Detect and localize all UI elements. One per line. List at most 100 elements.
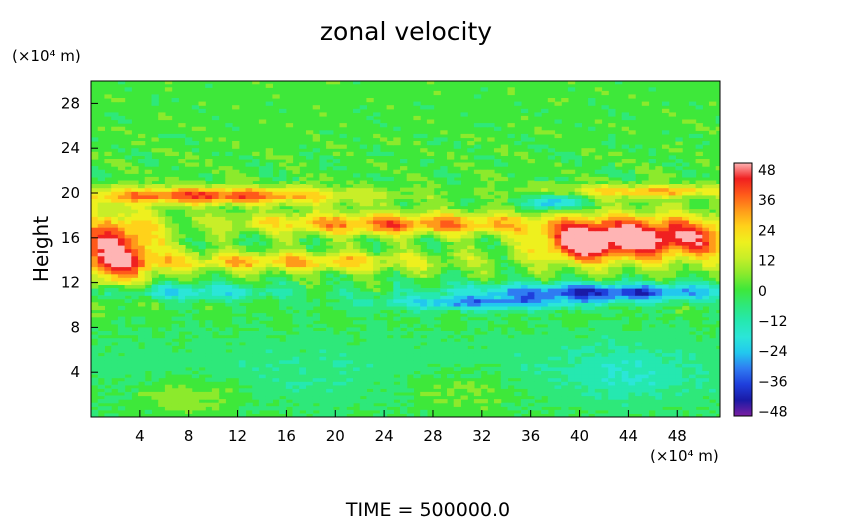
- heatmap-cell: [494, 327, 502, 332]
- heatmap-cell: [541, 202, 549, 207]
- heatmap-cell: [151, 262, 159, 268]
- heatmap-cell: [306, 345, 314, 350]
- heatmap-cell: [332, 237, 341, 242]
- heatmap-cell: [400, 363, 408, 368]
- heatmap-cell: [178, 302, 186, 307]
- heatmap-cell: [668, 345, 676, 350]
- heatmap-cell: [400, 248, 408, 253]
- heatmap-cell: [601, 248, 609, 253]
- heatmap-cell: [319, 359, 327, 364]
- heatmap-cell: [601, 348, 609, 354]
- heatmap-cell: [252, 388, 260, 393]
- heatmap-cell: [252, 198, 260, 203]
- heatmap-cell: [561, 159, 569, 164]
- heatmap-cell: [561, 219, 569, 225]
- heatmap-cell: [574, 209, 582, 214]
- heatmap-cell: [171, 166, 179, 171]
- heatmap-cell: [662, 237, 670, 242]
- heatmap-cell: [252, 266, 260, 271]
- heatmap-cell: [561, 245, 569, 250]
- heatmap-cell: [326, 205, 334, 210]
- heatmap-cell: [91, 202, 99, 207]
- heatmap-cell: [715, 348, 720, 354]
- heatmap-cell: [299, 273, 307, 278]
- heatmap-cell: [332, 219, 341, 225]
- heatmap-cell: [400, 230, 408, 235]
- heatmap-cell: [473, 270, 482, 275]
- heatmap-cell: [601, 384, 609, 389]
- heatmap-cell: [675, 302, 683, 307]
- heatmap-cell: [265, 184, 273, 189]
- heatmap-cell: [144, 248, 152, 253]
- heatmap-cell: [400, 245, 408, 250]
- heatmap-cell: [473, 155, 482, 160]
- heatmap-cell: [527, 255, 535, 260]
- heatmap-cell: [487, 345, 495, 350]
- heatmap-cell: [238, 155, 247, 160]
- heatmap-cell: [158, 359, 166, 364]
- heatmap-cell: [178, 194, 186, 199]
- heatmap-cell: [601, 406, 609, 411]
- heatmap-cell: [581, 223, 589, 228]
- heatmap-cell: [594, 284, 603, 289]
- heatmap-cell: [480, 309, 488, 314]
- heatmap-cell: [695, 259, 703, 264]
- heatmap-cell: [561, 277, 569, 282]
- heatmap-cell: [662, 413, 670, 417]
- heatmap-cell: [379, 259, 388, 264]
- heatmap-cell: [440, 216, 448, 221]
- heatmap-cell: [480, 313, 488, 318]
- heatmap-cell: [373, 406, 381, 411]
- heatmap-cell: [608, 366, 616, 371]
- heatmap-cell: [447, 341, 455, 346]
- heatmap-cell: [205, 370, 213, 375]
- heatmap-cell: [232, 259, 240, 264]
- heatmap-cell: [272, 176, 280, 182]
- heatmap-cell: [373, 262, 381, 268]
- heatmap-cell: [675, 159, 683, 164]
- heatmap-cell: [581, 295, 589, 300]
- heatmap-cell: [326, 391, 334, 397]
- heatmap-cell: [480, 205, 488, 210]
- heatmap-cell: [413, 184, 421, 189]
- heatmap-cell: [467, 320, 475, 325]
- heatmap-cell: [406, 291, 414, 296]
- heatmap-cell: [655, 399, 663, 404]
- heatmap-cell: [265, 291, 273, 296]
- heatmap-cell: [460, 305, 468, 311]
- heatmap-cell: [594, 406, 603, 411]
- heatmap-cell: [682, 388, 690, 393]
- heatmap-cell: [353, 230, 361, 235]
- heatmap-cell: [688, 402, 697, 407]
- heatmap-cell: [702, 302, 710, 307]
- heatmap-cell: [306, 352, 314, 357]
- heatmap-cell: [641, 241, 650, 246]
- heatmap-cell: [312, 381, 320, 386]
- heatmap-cell: [500, 255, 509, 260]
- heatmap-cell: [252, 320, 260, 325]
- heatmap-cell: [668, 288, 676, 293]
- heatmap-cell: [467, 223, 475, 228]
- heatmap-cell: [608, 399, 616, 404]
- heatmap-cell: [138, 302, 146, 307]
- heatmap-cell: [561, 259, 569, 264]
- heatmap-cell: [547, 374, 556, 379]
- heatmap-cell: [218, 212, 226, 217]
- heatmap-cell: [541, 223, 549, 228]
- heatmap-cell: [426, 305, 435, 311]
- heatmap-cell: [353, 245, 361, 250]
- heatmap-cell: [534, 320, 542, 325]
- heatmap-cell: [420, 270, 428, 275]
- heatmap-cell: [373, 219, 381, 225]
- heatmap-cell: [514, 288, 522, 293]
- heatmap-cell: [715, 305, 720, 311]
- heatmap-cell: [164, 384, 173, 389]
- heatmap-cell: [635, 363, 643, 368]
- heatmap-cell: [111, 413, 119, 417]
- heatmap-cell: [346, 327, 354, 332]
- heatmap-cell: [433, 348, 441, 354]
- heatmap-cell: [373, 227, 381, 232]
- heatmap-cell: [655, 381, 663, 386]
- heatmap-cell: [668, 413, 676, 417]
